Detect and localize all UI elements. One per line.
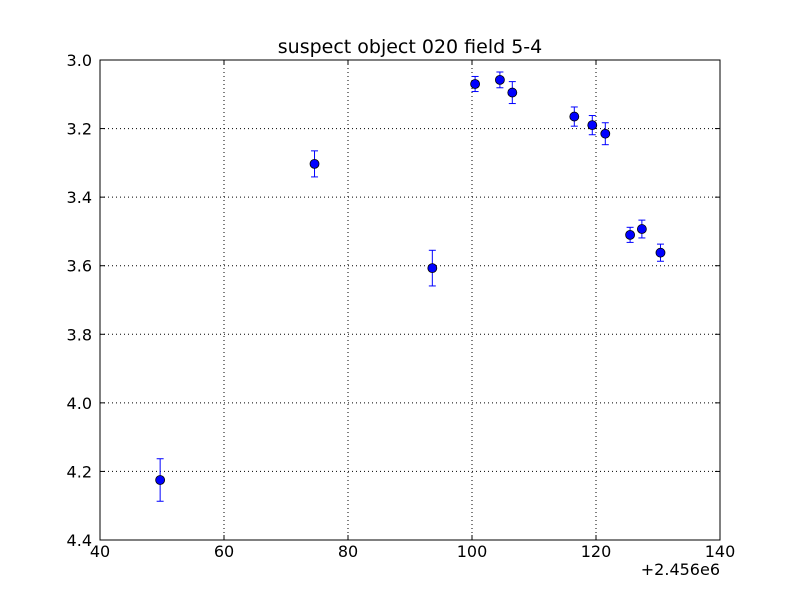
data-points xyxy=(155,74,666,485)
data-point xyxy=(427,263,438,274)
chart-title: suspect object 020 field 5-4 xyxy=(278,36,543,58)
data-point xyxy=(655,247,666,258)
y-tick-label: 4.2 xyxy=(67,462,92,481)
y-tick-label: 3.6 xyxy=(67,257,92,276)
y-tick-label: 3.0 xyxy=(67,51,92,70)
data-point xyxy=(494,74,505,85)
y-tick-label: 4.0 xyxy=(67,394,92,413)
y-tick-label: 3.4 xyxy=(67,188,92,207)
x-tick-label: 100 xyxy=(457,542,488,561)
y-tick-label: 3.2 xyxy=(67,120,92,139)
data-point xyxy=(569,111,580,122)
data-point xyxy=(470,79,481,89)
x-tick-label: 140 xyxy=(705,542,736,561)
plot-area xyxy=(100,60,720,540)
x-tick-label: 120 xyxy=(581,542,612,561)
x-tick-label: 80 xyxy=(338,542,358,561)
x-tick-label: 60 xyxy=(214,542,234,561)
plot-frame xyxy=(99,59,721,541)
data-point xyxy=(309,158,320,169)
grid-lines xyxy=(100,60,720,540)
data-point xyxy=(600,128,611,139)
y-tick-label: 3.8 xyxy=(67,325,92,344)
error-bars xyxy=(156,71,664,502)
x-offset-label: +2.456e6 xyxy=(641,560,720,579)
data-point xyxy=(507,87,518,98)
data-point xyxy=(587,120,598,131)
y-tick-label: 4.4 xyxy=(67,531,92,550)
data-point xyxy=(625,229,635,240)
x-tick-label: 40 xyxy=(90,542,110,561)
axis-ticks: 40 60 80 100 120 140 3.0 3.2 3.4 3.6 3.8 4.0 4.2 4.4 xyxy=(67,51,736,561)
data-point xyxy=(636,224,647,234)
data-point xyxy=(155,475,166,485)
